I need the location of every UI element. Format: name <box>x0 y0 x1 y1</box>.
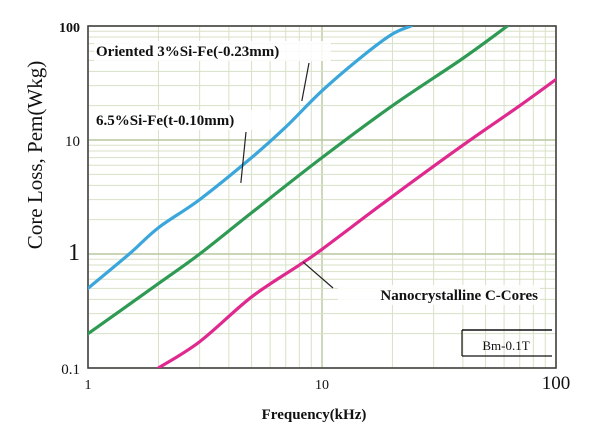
series-annotation-1: Oriented 3%Si-Fe(-0.23mm) <box>96 44 279 60</box>
annotations: Oriented 3%Si-Fe(-0.23mm) 6.5%Si-Fe(t-0.1… <box>94 41 552 357</box>
grid <box>87 25 557 369</box>
series-line-2 <box>88 26 510 336</box>
x-tick-label: 1 <box>85 378 92 393</box>
series-annotation-2: 6.5%Si-Fe(t-0.10mm) <box>96 113 234 129</box>
annotation-leader <box>240 131 247 184</box>
plot-frame <box>87 25 557 369</box>
annotation-backdrop <box>94 41 331 61</box>
y-tick-label: 0.1 <box>61 362 80 378</box>
y-axis-title: Core Loss, Pem(Wkg) <box>23 61 47 249</box>
series-line-1 <box>88 26 413 290</box>
y-tick-label: 100 <box>59 21 80 36</box>
x-axis-title: Frequency(kHz) <box>262 407 367 423</box>
annotation-leader <box>301 62 310 102</box>
series-layer <box>88 26 556 368</box>
annotation-backdrop <box>338 285 540 305</box>
annotation-backdrop <box>94 110 274 130</box>
plot-border <box>87 25 557 369</box>
tick-labels: 1 10 100 0.1 1 10 100 <box>59 21 570 394</box>
bm-box-label: Bm-0.1T <box>482 338 529 353</box>
x-tick-label: 10 <box>315 378 329 393</box>
series-annotation-3: Nanocrystalline C-Cores <box>380 288 538 304</box>
x-tick-label: 100 <box>542 373 571 394</box>
y-tick-label: 1 <box>68 240 80 266</box>
annotation-leader <box>302 261 334 289</box>
y-tick-label: 10 <box>65 134 80 150</box>
series-line-3 <box>156 77 556 368</box>
